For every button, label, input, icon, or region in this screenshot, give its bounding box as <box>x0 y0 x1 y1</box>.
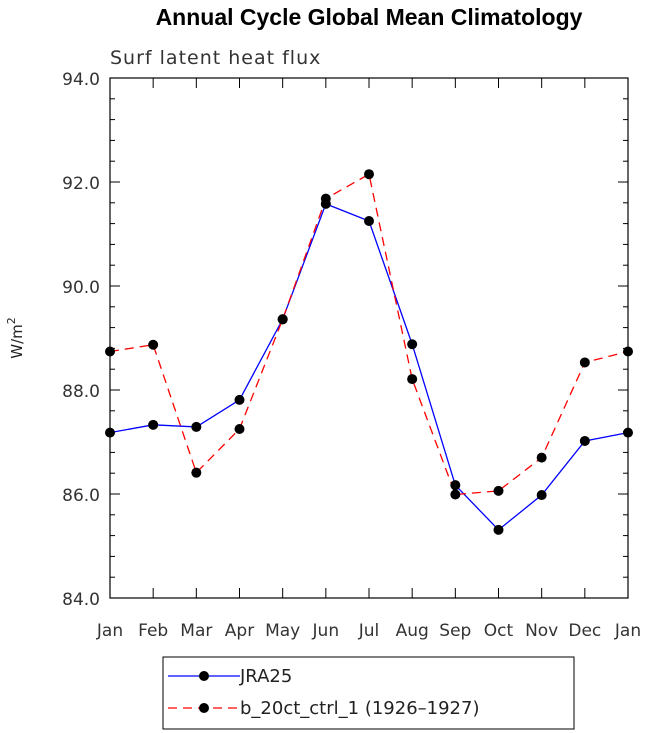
x-tick-label: Nov <box>525 621 558 641</box>
y-axis-label-unit: W/m <box>8 324 26 359</box>
y-tick-label: 94.0 <box>62 70 100 90</box>
x-tick-label: Oct <box>484 621 514 641</box>
legend-marker-jra25 <box>199 671 209 681</box>
data-point-series-1 <box>234 424 245 434</box>
data-point-series-0 <box>493 524 504 535</box>
x-tick-label: Jun <box>312 621 340 641</box>
y-tick-label: 90.0 <box>62 278 100 298</box>
x-tick-label: Jan <box>614 621 641 641</box>
data-point-series-1 <box>105 346 115 357</box>
x-tick-label: Jul <box>358 621 380 641</box>
data-point-series-0 <box>364 216 374 226</box>
chart-subtitle: Surf latent heat flux <box>110 47 321 69</box>
y-axis-label: W/m2 <box>5 317 26 359</box>
plot-frame <box>109 77 629 599</box>
x-tick-label: Sep <box>439 621 471 641</box>
chart-title: Annual Cycle Global Mean Climatology <box>156 4 583 30</box>
legend-label-jra25: JRA25 <box>239 666 292 687</box>
x-tick-labels: Jan Feb Mar Apr May Jun Jul Aug Sep Oct Nov Dec Jan <box>96 621 641 641</box>
data-point-series-0 <box>579 435 590 446</box>
x-tick-label: Aug <box>396 621 429 641</box>
data-point-series-0 <box>407 339 418 350</box>
x-tick-label: Apr <box>225 621 254 641</box>
y-tick-label: 84.0 <box>62 590 100 610</box>
data-point-series-1 <box>579 357 590 368</box>
series-line-0 <box>109 202 629 531</box>
data-point-series-0 <box>623 427 633 438</box>
x-tick-label: Mar <box>180 621 212 641</box>
y-tick-label: 88.0 <box>62 382 100 402</box>
y-tick-label: 92.0 <box>62 174 100 194</box>
data-point-series-0 <box>191 421 202 432</box>
legend-box <box>162 656 575 730</box>
data-point-series-0 <box>536 490 547 501</box>
data-point-series-0 <box>234 394 245 405</box>
legend: JRA25 b_20ct_ctrl_1 (1926–1927) <box>162 656 575 730</box>
y-tick-label: 86.0 <box>62 486 100 506</box>
x-tick-label: Jan <box>96 621 123 641</box>
data-point-series-1 <box>450 489 461 500</box>
data-point-series-0 <box>148 419 159 430</box>
series-group <box>105 169 633 535</box>
data-point-series-1 <box>364 169 374 180</box>
data-point-series-1 <box>191 467 202 478</box>
data-point-series-1 <box>623 346 633 357</box>
data-point-series-1 <box>536 452 547 463</box>
data-point-series-1 <box>320 193 331 204</box>
x-tick-label: Dec <box>568 621 601 641</box>
data-point-series-1 <box>493 485 504 496</box>
data-point-series-1 <box>277 314 288 325</box>
y-tick-labels: 84.0 86.0 88.0 90.0 92.0 94.0 <box>62 70 100 610</box>
legend-label-b20ct: b_20ct_ctrl_1 (1926–1927) <box>240 698 479 719</box>
x-tick-label: May <box>265 621 300 641</box>
x-tick-label: Feb <box>138 621 168 641</box>
data-point-series-1 <box>407 374 418 385</box>
axis-ticks <box>109 77 629 599</box>
y-axis-label-exponent: 2 <box>5 317 18 324</box>
legend-marker-b20ct <box>199 703 209 713</box>
data-point-series-1 <box>148 339 159 350</box>
data-point-series-0 <box>450 480 461 491</box>
data-point-series-0 <box>105 427 115 438</box>
